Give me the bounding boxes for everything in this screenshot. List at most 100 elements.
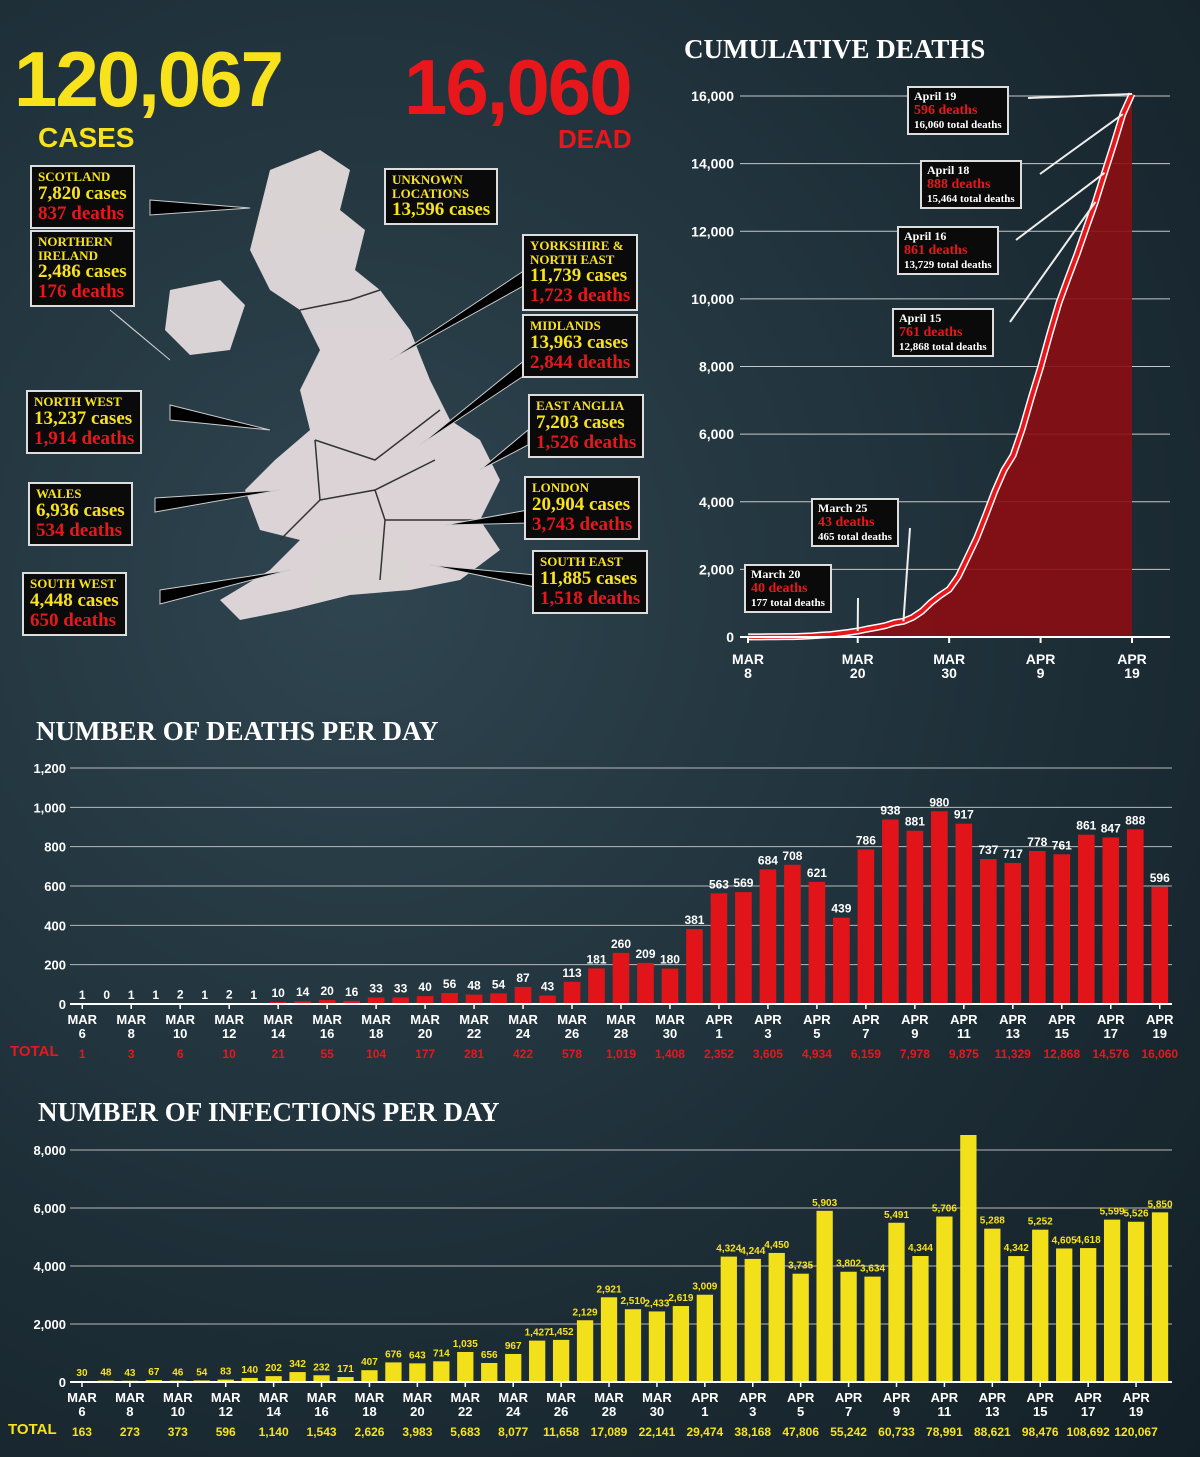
x-tick-label: 22 (458, 1404, 472, 1419)
bar (710, 893, 728, 1004)
annotation-total: 12,868 total deaths (899, 340, 987, 353)
x-tick-label: 18 (362, 1404, 376, 1419)
region-midlands: MIDLANDS 13,963 cases 2,844 deaths (522, 314, 639, 378)
bar (465, 994, 483, 1004)
bar-value-label: 861 (1076, 819, 1096, 833)
region-name: YORKSHIRE & NORTH EAST (530, 238, 624, 267)
x-tick-label: 30 (650, 1404, 664, 1419)
x-tick-label: 10 (173, 1026, 187, 1041)
x-tick-label: APR (787, 1390, 815, 1405)
bar-value-label: 40 (418, 980, 432, 994)
x-tick-label: MAR (842, 651, 874, 667)
bar-value-label: 43 (541, 980, 555, 994)
total-value: 38,168 (734, 1425, 771, 1439)
annotation-deaths: 596 deaths (914, 103, 978, 119)
x-tick-label: 14 (266, 1404, 281, 1419)
bar (792, 1273, 809, 1382)
annotation-leader (1009, 201, 1097, 323)
y-tick-label: 4,000 (699, 494, 734, 510)
total-value: 8,077 (498, 1425, 528, 1439)
y-tick-label: 6,000 (699, 426, 734, 442)
x-tick-label: MAR (594, 1390, 624, 1405)
x-tick-label: 12 (218, 1404, 232, 1419)
annotation-leader (1027, 92, 1133, 99)
bar-value-label: 202 (265, 1363, 282, 1374)
bar-value-label: 643 (409, 1350, 426, 1361)
bar-value-label: 5,599 (1100, 1207, 1125, 1218)
total-value: 16,060 (1141, 1047, 1178, 1061)
total-value: 4,934 (802, 1047, 832, 1061)
total-value: 108,692 (1066, 1425, 1110, 1439)
region-yorkshire-north-east: YORKSHIRE & NORTH EAST 11,739 cases 1,72… (522, 234, 639, 312)
region-deaths: 1,914 deaths (34, 427, 135, 449)
bar-value-label: 342 (289, 1359, 306, 1370)
annotation-leader (1039, 113, 1124, 175)
x-tick-label: MAR (655, 1012, 685, 1027)
x-tick-label: MAR (259, 1390, 289, 1405)
bar-value-label: 2,433 (644, 1298, 669, 1309)
x-tick-label: MAR (933, 651, 965, 667)
bar (759, 869, 777, 1004)
x-tick-label: 6 (79, 1026, 86, 1041)
bar (857, 849, 875, 1004)
total-value: 88,621 (974, 1425, 1011, 1439)
bar (490, 993, 507, 1004)
x-tick-label: 30 (941, 665, 957, 681)
bar (612, 952, 630, 1004)
x-tick-label: MAR (546, 1390, 576, 1405)
annotation-april-16: April 16 861 deaths 13,729 total deaths (897, 226, 999, 275)
x-tick-label: MAR (214, 1012, 244, 1027)
bar (1127, 1221, 1145, 1382)
annotation-date: March 25 (818, 501, 868, 515)
x-tick-label: 15 (1033, 1404, 1047, 1419)
bar-value-label: 5,903 (812, 1198, 837, 1209)
bar (392, 997, 409, 1004)
region-deaths: 1,526 deaths (536, 431, 637, 453)
bar-value-label: 5,850 (1148, 1199, 1173, 1210)
bar-value-label: 2,510 (620, 1296, 645, 1307)
bar-value-label: 30 (76, 1368, 88, 1379)
bar-value-label: 4,618 (1076, 1235, 1101, 1246)
y-tick-label: 800 (44, 840, 66, 855)
x-tick-label: 17 (1104, 1026, 1118, 1041)
total-value: 281 (464, 1047, 484, 1061)
y-tick-label: 2,000 (699, 561, 734, 577)
region-name: SOUTH EAST (540, 554, 623, 569)
bar (552, 1339, 570, 1382)
x-tick-label: APR (1026, 651, 1056, 667)
y-tick-label: 1,000 (33, 800, 66, 815)
region-deaths: 650 deaths (30, 609, 117, 631)
total-value: 60,733 (878, 1425, 915, 1439)
total-value: 2,626 (354, 1425, 384, 1439)
total-value: 98,476 (1022, 1425, 1059, 1439)
x-tick-label: 9 (1037, 665, 1045, 681)
x-tick-label: 13 (985, 1404, 999, 1419)
bar (313, 1375, 330, 1382)
bar (637, 962, 654, 1004)
y-tick-label: 14,000 (691, 156, 734, 172)
bar-value-label: 87 (516, 971, 530, 985)
bar-value-label: 778 (1027, 835, 1047, 849)
bar-value-label: 1 (128, 988, 135, 1002)
region-london: LONDON 20,904 cases 3,743 deaths (524, 476, 641, 540)
bar-value-label: 209 (635, 947, 655, 961)
bar (1032, 1229, 1049, 1382)
total-value: 47,806 (782, 1425, 819, 1439)
bar (1102, 837, 1120, 1004)
bar-value-label: 407 (361, 1357, 378, 1368)
total-value: 1,408 (655, 1047, 685, 1061)
total-value: 163 (72, 1425, 92, 1439)
x-tick-label: 26 (554, 1404, 568, 1419)
region-name: LONDON (532, 480, 590, 495)
x-tick-label: 20 (410, 1404, 424, 1419)
bar (1028, 850, 1046, 1004)
total-value: 17,089 (591, 1425, 628, 1439)
y-tick-label: 16,000 (691, 88, 734, 104)
bar-value-label: 1 (152, 988, 159, 1002)
region-east-anglia: EAST ANGLIA 7,203 cases 1,526 deaths (528, 394, 645, 458)
bar-value-label: 171 (337, 1364, 354, 1375)
bar (588, 968, 605, 1004)
total-value: 104 (366, 1047, 386, 1061)
x-tick-label: APR (931, 1390, 959, 1405)
